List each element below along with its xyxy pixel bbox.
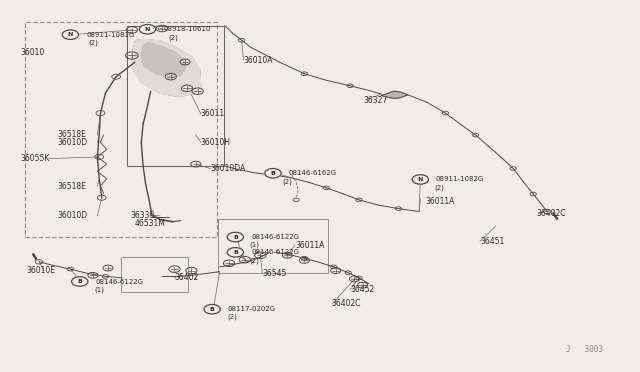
- Text: (2): (2): [168, 34, 178, 41]
- Text: 36011A: 36011A: [426, 197, 455, 206]
- Circle shape: [265, 169, 281, 178]
- Text: 36402C: 36402C: [536, 209, 566, 218]
- Text: 08911-1082G: 08911-1082G: [435, 176, 484, 182]
- Text: (1): (1): [250, 242, 260, 248]
- Text: 36451: 36451: [480, 237, 504, 246]
- Text: N: N: [145, 27, 150, 32]
- Text: (2): (2): [88, 39, 98, 46]
- Circle shape: [140, 25, 156, 34]
- Circle shape: [227, 232, 243, 242]
- Text: 36010A: 36010A: [243, 56, 273, 65]
- Text: 36010: 36010: [20, 48, 44, 57]
- Polygon shape: [381, 91, 408, 99]
- Text: B: B: [233, 250, 238, 255]
- Text: 36327: 36327: [364, 96, 388, 105]
- Text: 08146-6122G: 08146-6122G: [95, 279, 143, 285]
- Text: (1): (1): [94, 286, 104, 293]
- Circle shape: [412, 175, 429, 184]
- Text: 36545: 36545: [262, 269, 287, 278]
- Text: 08117-0202G: 08117-0202G: [227, 306, 275, 312]
- Text: 36011: 36011: [201, 109, 225, 118]
- Text: B: B: [210, 307, 214, 312]
- Text: 08146-6122G: 08146-6122G: [251, 234, 299, 240]
- Text: (2): (2): [250, 257, 260, 264]
- Polygon shape: [141, 43, 185, 77]
- Circle shape: [227, 248, 243, 257]
- Text: 36518E: 36518E: [58, 131, 86, 140]
- Text: (2): (2): [434, 184, 444, 191]
- Text: 36330: 36330: [131, 211, 155, 220]
- Text: 36055K: 36055K: [20, 154, 49, 163]
- Text: B: B: [233, 234, 238, 240]
- Text: 36452: 36452: [350, 285, 374, 294]
- Circle shape: [62, 30, 79, 39]
- Polygon shape: [132, 39, 201, 97]
- Text: 36010E: 36010E: [26, 266, 56, 275]
- Circle shape: [72, 277, 88, 286]
- Text: 36402: 36402: [175, 273, 199, 282]
- Text: 08146-6162G: 08146-6162G: [289, 170, 337, 176]
- Text: 36010H: 36010H: [201, 138, 231, 147]
- Text: 08146-6122G: 08146-6122G: [251, 249, 299, 255]
- Text: 36402C: 36402C: [332, 299, 361, 308]
- Text: 46531M: 46531M: [135, 219, 166, 228]
- Text: 36010DA: 36010DA: [211, 164, 246, 173]
- Text: 08911-1081G: 08911-1081G: [86, 32, 134, 38]
- Text: N: N: [418, 177, 423, 182]
- Text: J   3003: J 3003: [566, 346, 604, 355]
- Text: 08918-10610: 08918-10610: [163, 26, 211, 32]
- Text: B: B: [77, 279, 82, 284]
- Text: 36010D: 36010D: [58, 138, 88, 147]
- Text: B: B: [271, 171, 275, 176]
- Text: N: N: [68, 32, 73, 37]
- Text: (2): (2): [282, 178, 292, 185]
- Text: 36518E: 36518E: [58, 182, 86, 190]
- Text: 36011A: 36011A: [295, 241, 324, 250]
- Text: 36010D: 36010D: [58, 211, 88, 220]
- Circle shape: [204, 304, 220, 314]
- Text: (2): (2): [227, 314, 237, 321]
